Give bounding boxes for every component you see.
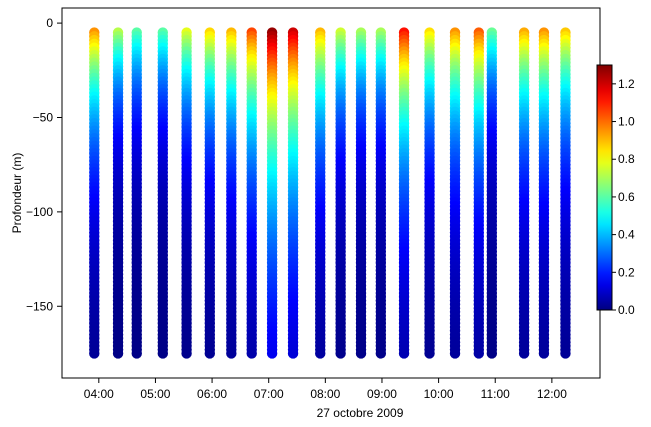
data-point — [157, 348, 169, 359]
data-point — [287, 348, 299, 359]
data-point — [560, 348, 571, 359]
data-point — [355, 348, 367, 359]
profile-column — [181, 27, 192, 359]
profiles-layer — [89, 27, 571, 359]
data-point — [518, 348, 530, 359]
data-point — [181, 348, 192, 359]
colorbar-tick-label: 1.0 — [618, 115, 635, 129]
data-point — [204, 348, 216, 359]
profile-column — [398, 27, 410, 359]
profile-column — [226, 27, 237, 359]
x-tick-label: 07:00 — [254, 387, 284, 401]
data-point — [89, 348, 100, 359]
data-point — [315, 348, 326, 359]
y-tick-label: −150 — [26, 299, 53, 313]
profile-column — [287, 27, 299, 359]
profile-column — [424, 27, 435, 359]
x-tick-label: 08:00 — [310, 387, 340, 401]
data-point — [449, 348, 461, 359]
data-point — [375, 348, 387, 359]
data-point — [424, 348, 435, 359]
data-point — [335, 348, 346, 359]
data-point — [538, 348, 550, 359]
profile-column — [518, 27, 530, 359]
profile-column — [131, 27, 142, 359]
x-tick-label: 11:00 — [481, 387, 510, 401]
profile-column — [335, 27, 346, 359]
colorbar-tick-label: 0.0 — [618, 303, 635, 317]
x-axis-label: 27 octobre 2009 — [317, 406, 404, 420]
profile-column — [157, 27, 169, 359]
y-tick-label: 0 — [46, 16, 53, 30]
colorbar — [596, 64, 613, 311]
profile-column — [375, 27, 387, 359]
profile-column — [560, 27, 571, 359]
colorbar-tick-label: 0.6 — [618, 190, 635, 204]
data-point — [246, 348, 257, 359]
x-tick-label: 10:00 — [424, 387, 454, 401]
x-tick-label: 05:00 — [140, 387, 170, 401]
profile-column — [89, 27, 100, 359]
y-tick-label: −50 — [33, 110, 54, 124]
data-point — [226, 348, 237, 359]
colorbar-ticks: 0.0 0.2 0.4 0.6 0.8 1.0 1.2 — [612, 77, 635, 317]
colorbar-tick-label: 0.4 — [618, 228, 635, 242]
profile-column — [204, 27, 216, 359]
profile-column — [246, 27, 257, 359]
x-tick-label: 12:00 — [537, 387, 567, 401]
profile-column — [473, 27, 485, 359]
x-tick-label: 04:00 — [84, 387, 114, 401]
y-axis-label: Profondeur (m) — [10, 153, 24, 234]
colorbar-tick-label: 1.2 — [618, 77, 635, 91]
data-point — [266, 348, 278, 359]
x-tick-label: 09:00 — [367, 387, 397, 401]
profile-column — [266, 27, 278, 359]
x-axis: 04:00 05:00 06:00 07:00 08:00 09:00 10:00 11:00… — [84, 378, 567, 401]
profile-column — [355, 27, 367, 359]
data-point — [131, 348, 142, 359]
data-point — [473, 348, 485, 359]
data-point — [112, 348, 124, 359]
profile-column — [538, 27, 550, 359]
profile-column — [449, 27, 461, 359]
colorbar-tick-label: 0.2 — [618, 265, 635, 279]
data-point — [486, 348, 498, 359]
y-axis: 0 −50 −100 −150 — [26, 16, 62, 313]
profile-column — [486, 27, 498, 359]
profile-column — [112, 27, 124, 359]
y-tick-label: −100 — [26, 205, 53, 219]
colorbar-tick-label: 0.8 — [618, 152, 635, 166]
data-point — [398, 348, 410, 359]
profile-column — [315, 27, 326, 359]
x-tick-label: 06:00 — [197, 387, 227, 401]
